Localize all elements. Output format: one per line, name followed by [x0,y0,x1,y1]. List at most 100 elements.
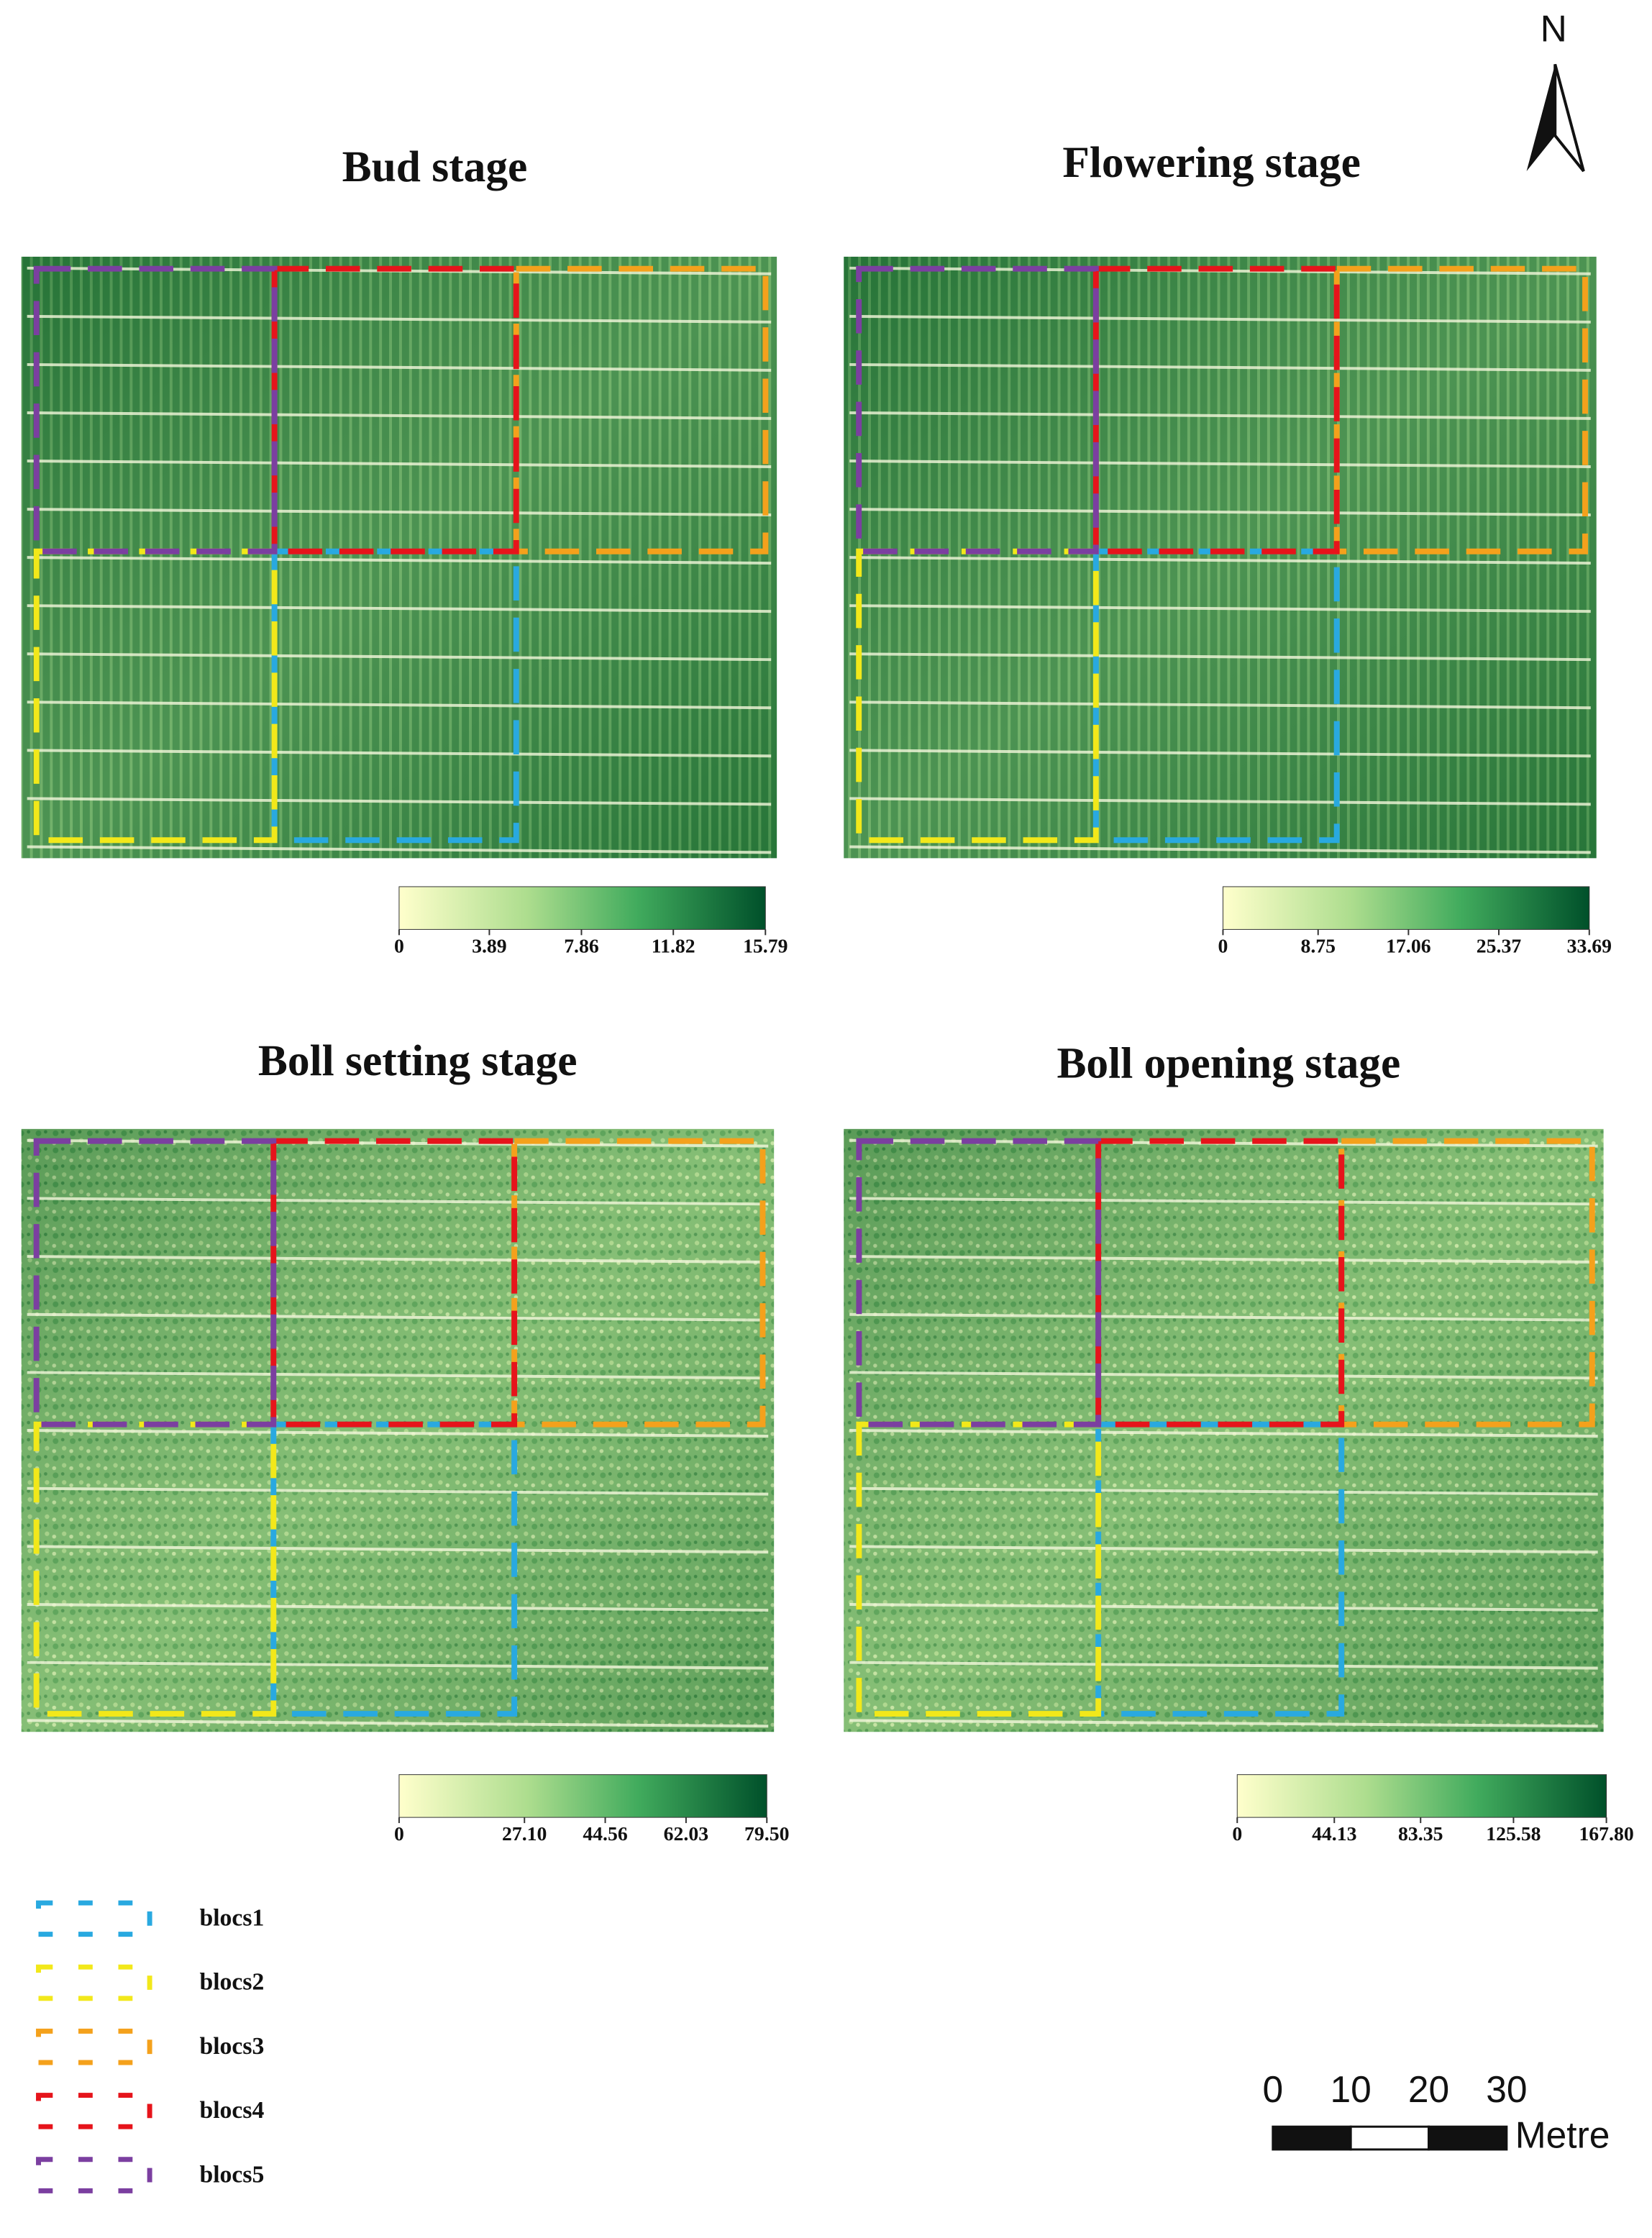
field-row-gap [27,749,772,758]
colorbar-tick-label: 0 [394,936,404,958]
block-outline [33,1138,277,1428]
field-row-gap [27,1545,769,1554]
field-row-gap [849,1545,1598,1554]
field-row-gap [849,1603,1598,1612]
legend-label: blocs3 [199,2033,264,2060]
field-row-gap [27,652,772,662]
panel-title: Bud stage [342,142,528,191]
scale-segment [1428,2125,1508,2151]
scale-tick-label: 30 [1486,2068,1527,2110]
field-row-gap [27,508,772,516]
scale-tick-label: 10 [1331,2068,1372,2110]
scale-segment [1349,2125,1430,2151]
block-outline [856,1138,1102,1428]
field-row-gap [849,460,1591,468]
legend-label: blocs4 [199,2097,264,2124]
block-outline [270,1138,518,1428]
colorbar-tick-label: 44.13 [1312,1823,1356,1845]
scale-tick-label: 20 [1408,2068,1449,2110]
field-row-gap [849,314,1591,324]
field-row-gap [27,362,772,372]
scale-tick-label: 0 [1262,2068,1283,2110]
field-row-gap [27,556,772,565]
block-outline [511,1138,766,1428]
colorbar-tick-label: 83.35 [1398,1823,1443,1845]
block-outline [513,265,769,554]
field-row-gap [849,797,1591,806]
colorbar-tick-label: 27.10 [502,1823,547,1845]
colorbar-tick-label: 62.03 [664,1823,708,1845]
block-outline [856,265,1099,554]
colorbar-tick-label: 33.69 [1567,936,1612,958]
legend-swatch [36,1900,152,1937]
arrow-right [1553,63,1585,173]
field-row-gap [27,1603,769,1612]
field-row-gap [27,1661,769,1670]
colorbar-tick-label: 15.79 [743,936,788,958]
legend-swatch [36,2028,152,2065]
field-row-gap [849,556,1591,565]
field-row-gap [849,508,1591,516]
north-arrow: N [1526,7,1585,173]
colorbar-tick-label: 7.86 [564,936,599,958]
map-panel: Flowering stage 0 8.75 17.06 25.37 33.69 [844,138,1612,958]
colorbar [1222,886,1590,930]
field-row-gap [849,1486,1598,1496]
field-row-gap [849,1661,1598,1670]
field-row-gap [27,1429,769,1438]
legend-label: blocs5 [199,2161,264,2188]
field-row-gap [849,411,1591,420]
field-row-gap [849,1371,1598,1380]
field-row-gap [849,1197,1598,1206]
legend-label: blocs1 [199,1905,264,1932]
field-row-gap [849,604,1591,613]
field-row-gap [27,1255,769,1264]
field-row-gap [27,460,772,468]
panel-title: Flowering stage [1062,138,1361,187]
colorbar-tick-label: 8.75 [1300,936,1336,958]
colorbar-tick-label: 0 [1218,936,1228,958]
colorbar-tick-label: 0 [394,1823,404,1845]
field-row-gap [849,749,1591,758]
legend-swatch [36,1964,152,2001]
field-row-gap [27,604,772,613]
scale-unit: Metre [1515,2114,1610,2156]
field-row-gap [27,1719,769,1728]
legend-label: blocs2 [199,1969,264,1996]
colorbar [398,886,766,930]
field-row-gap [27,314,772,324]
field-row-gap [849,1429,1598,1438]
arrow-left [1526,64,1556,172]
colorbar [1236,1774,1607,1818]
scale-segment [1272,2125,1352,2151]
block-outline [33,265,278,554]
block-outline [1095,1138,1345,1428]
field-row-gap [27,1312,769,1322]
field-row-gap [849,845,1591,854]
legend-swatch [36,2093,152,2129]
field-row-gap [27,700,772,710]
field-row-gap [27,411,772,420]
field-row-gap [27,1197,769,1206]
colorbar-tick-label: 25.37 [1477,936,1522,958]
colorbar-tick-label: 167.80 [1579,1823,1633,1845]
field-row-gap [849,1312,1598,1322]
field-row-gap [27,1371,769,1380]
field-row-gap [849,652,1591,662]
colorbar-tick-label: 11.82 [652,936,695,958]
colorbar [398,1774,767,1818]
colorbar-tick-label: 79.50 [744,1823,789,1845]
colorbar-tick-label: 17.06 [1386,936,1431,958]
field-row-gap [849,1255,1598,1264]
block-outline [1333,265,1588,554]
colorbar-tick-label: 125.58 [1486,1823,1541,1845]
block-outline [271,265,519,554]
field-row-gap [27,1486,769,1496]
field-row-gap [27,797,772,806]
field-row-gap [27,845,772,854]
north-label: N [1541,7,1567,49]
colorbar-tick-label: 44.56 [583,1823,628,1845]
field-row-gap [849,362,1591,372]
